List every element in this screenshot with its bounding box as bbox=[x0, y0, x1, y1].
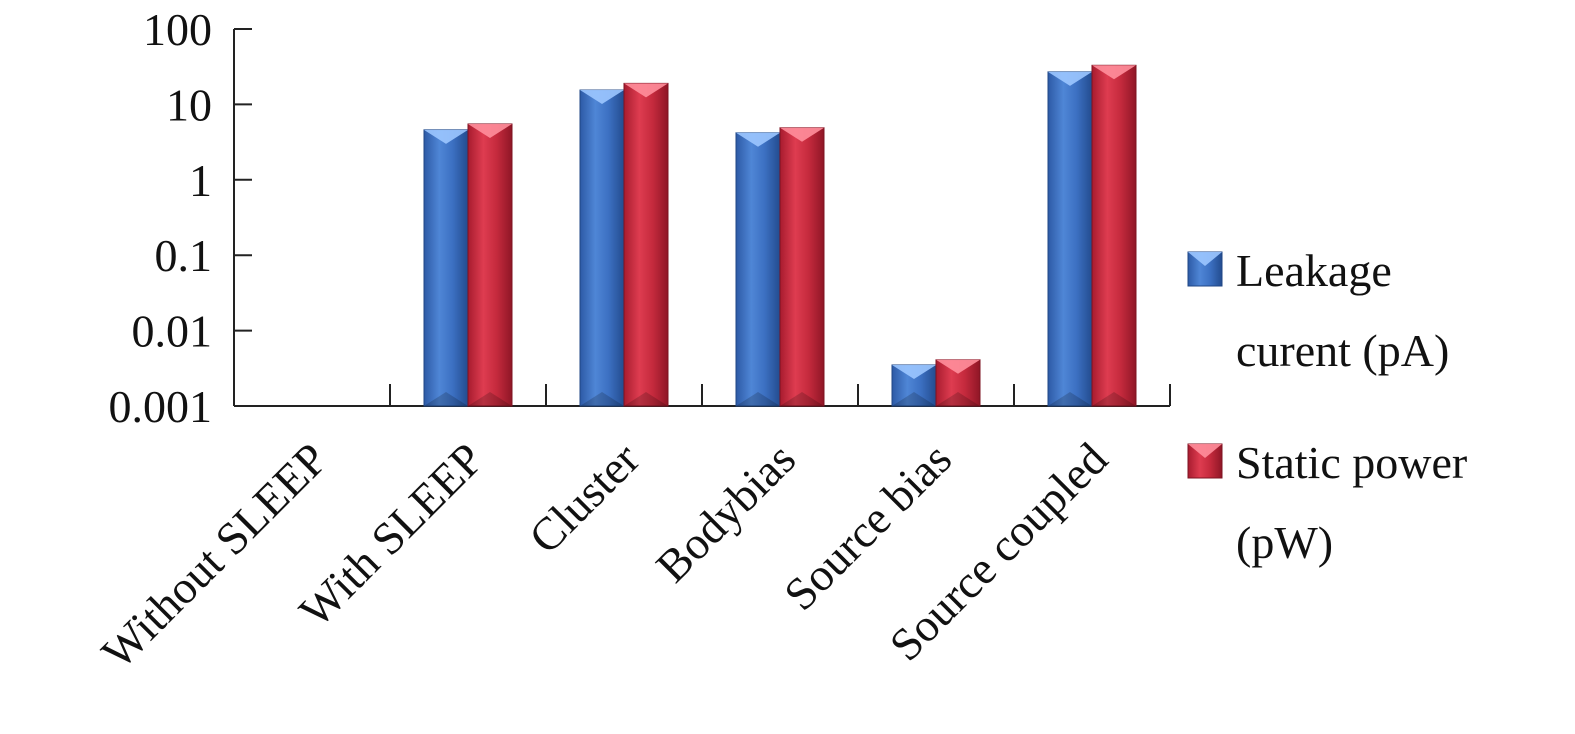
y-tick-label: 100 bbox=[143, 4, 212, 55]
bar-cap bbox=[468, 123, 512, 138]
bar-base-shade bbox=[936, 392, 980, 406]
bar-leakage bbox=[735, 132, 781, 407]
bar-cap bbox=[936, 359, 980, 374]
bar-static-power bbox=[779, 127, 825, 407]
bar-leakage bbox=[1047, 71, 1093, 407]
bar-base-shade bbox=[624, 392, 668, 406]
bar-cap bbox=[624, 83, 668, 98]
bar-static-power bbox=[623, 82, 669, 407]
bar-base-shade bbox=[1048, 392, 1092, 406]
y-tick-label: 1 bbox=[189, 155, 212, 206]
bar-leakage bbox=[579, 89, 625, 407]
x-tick-label: Without SLEEP bbox=[92, 433, 337, 678]
legend-label: (pW) bbox=[1236, 517, 1333, 568]
x-tick-label: Cluster bbox=[519, 433, 649, 563]
y-tick-label: 10 bbox=[166, 79, 212, 130]
legend-swatch-cap bbox=[1188, 444, 1222, 458]
legend-swatch-cap bbox=[1188, 252, 1222, 266]
bar-cap bbox=[1092, 65, 1136, 80]
bar-cap bbox=[780, 127, 824, 142]
bar-cap bbox=[892, 364, 936, 379]
bar-base-shade bbox=[780, 392, 824, 406]
bar-cap bbox=[736, 132, 780, 147]
bar-static-power bbox=[467, 123, 513, 407]
bar-static-power bbox=[1091, 64, 1137, 407]
bar-base-shade bbox=[468, 392, 512, 406]
legend-label: curent (pA) bbox=[1236, 325, 1449, 376]
bar-cap bbox=[1048, 71, 1092, 86]
bar-cap bbox=[580, 90, 624, 105]
bar-base-shade bbox=[892, 392, 936, 406]
bar-cap bbox=[424, 129, 468, 144]
y-tick-label: 0.01 bbox=[132, 306, 213, 357]
y-tick-label: 0.001 bbox=[109, 381, 213, 432]
legend-label: Static power bbox=[1236, 437, 1467, 488]
y-tick-label: 0.1 bbox=[155, 230, 213, 281]
bar-leakage bbox=[423, 129, 469, 407]
bar-base-shade bbox=[1092, 392, 1136, 406]
bar-base-shade bbox=[580, 392, 624, 406]
x-tick-label: Bodybias bbox=[646, 433, 805, 592]
legend-label: Leakage bbox=[1236, 245, 1392, 296]
bar-base-shade bbox=[424, 392, 468, 406]
bar-base-shade bbox=[736, 392, 780, 406]
